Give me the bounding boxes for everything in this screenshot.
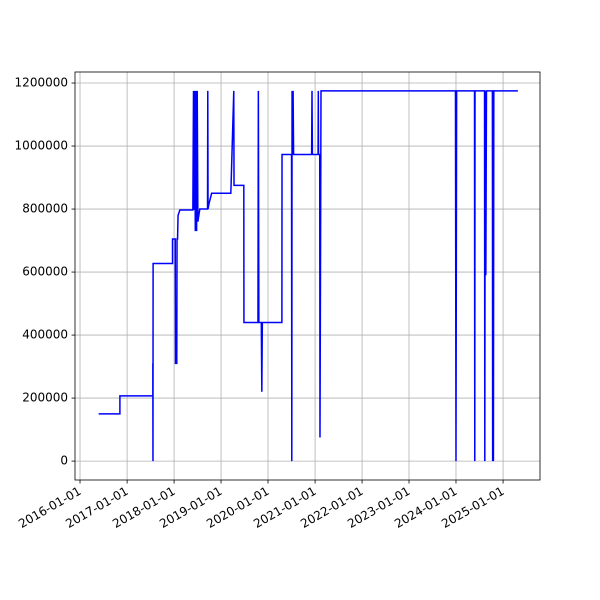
data-line xyxy=(98,90,518,462)
plot-frame xyxy=(74,71,541,481)
y-tick-label: 1200000 xyxy=(15,76,68,90)
y-tick-label: 1000000 xyxy=(15,139,68,153)
y-tick-label: 200000 xyxy=(22,391,68,405)
y-tick-label: 0 xyxy=(60,454,68,468)
y-tick-label: 400000 xyxy=(22,328,68,342)
y-tick-label: 800000 xyxy=(22,202,68,216)
y-tick-label: 600000 xyxy=(22,265,68,279)
